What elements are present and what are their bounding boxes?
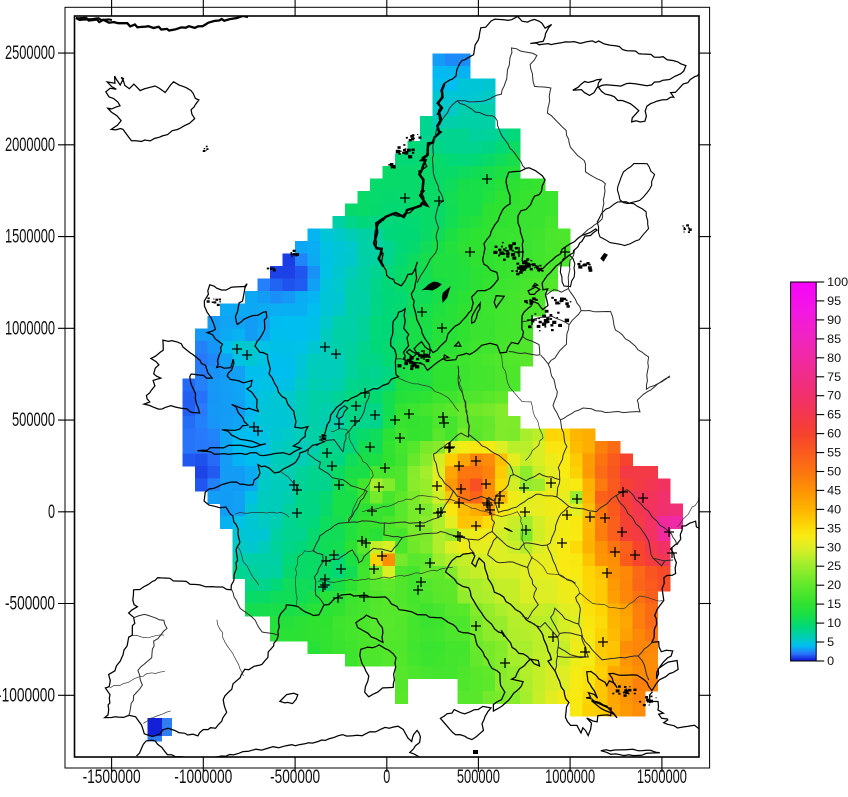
svg-text:70: 70 — [827, 389, 841, 403]
svg-text:20: 20 — [827, 578, 841, 592]
svg-text:35: 35 — [827, 521, 841, 535]
svg-text:-1000000: -1000000 — [0, 685, 55, 706]
svg-text:-500000: -500000 — [5, 594, 55, 615]
svg-text:1000000: 1000000 — [5, 318, 55, 339]
svg-text:0: 0 — [383, 767, 390, 788]
svg-text:55: 55 — [827, 446, 841, 460]
svg-text:1500000: 1500000 — [637, 767, 687, 788]
svg-text:40: 40 — [827, 502, 841, 516]
svg-text:50: 50 — [827, 465, 841, 479]
svg-text:60: 60 — [827, 427, 841, 441]
svg-text:5: 5 — [827, 635, 834, 649]
svg-text:25: 25 — [827, 559, 841, 573]
svg-text:0: 0 — [827, 654, 834, 668]
svg-text:-500000: -500000 — [270, 767, 320, 788]
svg-text:-1000000: -1000000 — [174, 767, 232, 788]
svg-text:15: 15 — [827, 597, 841, 611]
svg-text:95: 95 — [827, 294, 841, 308]
svg-text:1000000: 1000000 — [545, 767, 595, 788]
svg-text:10: 10 — [827, 616, 841, 630]
svg-text:65: 65 — [827, 408, 841, 422]
svg-text:1500000: 1500000 — [5, 227, 55, 248]
svg-text:100: 100 — [827, 275, 848, 289]
svg-text:45: 45 — [827, 483, 841, 497]
svg-text:75: 75 — [827, 370, 841, 384]
svg-text:500000: 500000 — [12, 410, 55, 431]
svg-text:30: 30 — [827, 540, 841, 554]
svg-text:90: 90 — [827, 313, 841, 327]
svg-text:500000: 500000 — [457, 767, 500, 788]
svg-text:80: 80 — [827, 351, 841, 365]
svg-text:2000000: 2000000 — [5, 135, 55, 156]
svg-text:85: 85 — [827, 332, 841, 346]
svg-text:2500000: 2500000 — [5, 43, 55, 64]
svg-text:-1500000: -1500000 — [83, 767, 141, 788]
svg-text:0: 0 — [48, 502, 55, 523]
